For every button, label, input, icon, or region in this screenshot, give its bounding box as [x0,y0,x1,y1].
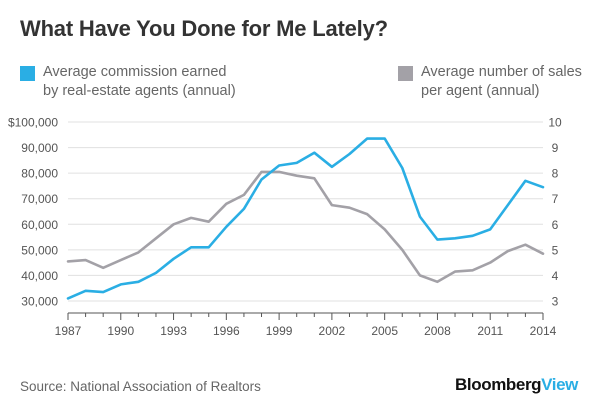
legend-label-sales: Average number of sales per agent (annua… [421,63,582,101]
legend-sales-line1: Average number of sales [421,64,582,80]
y-left-tick-label: 40,000 [21,269,58,283]
y-right-tick-label: 7 [552,192,559,206]
y-right-tick-label: 8 [552,167,559,181]
series-line-commission [66,137,545,300]
y-left-tick-label: 80,000 [21,167,58,181]
y-right-tick-label: 10 [548,116,562,130]
brand-logo: BloombergView [455,375,578,395]
brand-part2: View [541,375,578,394]
x-tick-label: 1990 [107,324,134,338]
legend-sales-line2: per agent (annual) [421,83,540,99]
x-tick-label: 1996 [213,324,240,338]
y-right-tick-label: 5 [552,243,559,257]
x-tick-label: 1999 [266,324,293,338]
brand-part1: Bloomberg [455,375,542,394]
y-right-tick-label: 4 [552,269,559,283]
y-left-tick-label: 50,000 [21,243,58,257]
legend-swatch-sales [398,66,413,81]
x-tick-label: 2014 [530,324,557,338]
y-right-tick-label: 6 [552,218,559,232]
x-tick-label: 1993 [160,324,187,338]
y-left-tick-label: 60,000 [21,218,58,232]
legend-commission: Average commission earned by real-estate… [20,63,236,101]
chart-title: What Have You Done for Me Lately? [20,16,388,41]
legend-swatch-commission [20,66,35,81]
y-left-tick-label: 90,000 [21,141,58,155]
y-right-tick-label: 9 [552,141,559,155]
x-tick-label: 2005 [371,324,398,338]
x-tick-label: 1987 [55,324,82,338]
series-line-sales [66,170,545,284]
legend-sales: Average number of sales per agent (annua… [398,63,582,101]
legend-label-commission: Average commission earned by real-estate… [43,63,236,101]
legend-commission-line1: Average commission earned [43,64,227,80]
x-tick-label: 2002 [319,324,346,338]
source-note: Source: National Association of Realtors [20,379,261,394]
x-tick-label: 2011 [477,324,503,338]
y-left-tick-label: 70,000 [21,192,58,206]
y-left-tick-label: 30,000 [21,295,58,309]
y-right-tick-label: 3 [552,295,559,309]
legend-commission-line2: by real-estate agents (annual) [43,83,236,99]
y-left-tick-label: $100,000 [8,116,58,130]
x-tick-label: 2008 [424,324,451,338]
